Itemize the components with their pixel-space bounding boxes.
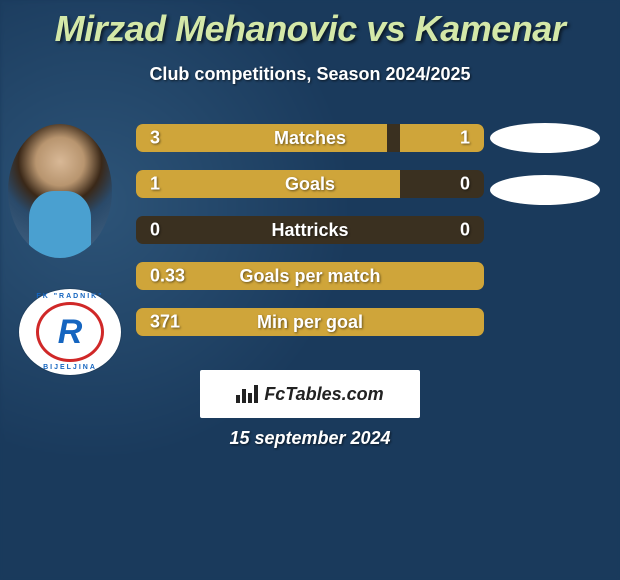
bar-chart-icon xyxy=(236,385,258,403)
footer-date: 15 september 2024 xyxy=(0,428,620,449)
stat-label: Min per goal xyxy=(136,312,484,333)
stat-row: 0Hattricks0 xyxy=(136,216,484,244)
player-right-silhouette xyxy=(490,175,600,205)
stat-row: 1Goals0 xyxy=(136,170,484,198)
page-subtitle: Club competitions, Season 2024/2025 xyxy=(0,64,620,85)
page-title: Mirzad Mehanovic vs Kamenar xyxy=(0,0,620,50)
stat-label: Goals xyxy=(136,174,484,195)
stat-value-right: 0 xyxy=(460,220,470,241)
content-root: Mirzad Mehanovic vs Kamenar Club competi… xyxy=(0,0,620,580)
stat-row: 371Min per goal xyxy=(136,308,484,336)
stat-row: 0.33Goals per match xyxy=(136,262,484,290)
branding-badge: FcTables.com xyxy=(200,370,420,418)
stat-row: 3Matches1 xyxy=(136,124,484,152)
stats-container: 3Matches11Goals00Hattricks00.33Goals per… xyxy=(136,124,484,354)
player-right-silhouette xyxy=(490,123,600,153)
stat-value-right: 0 xyxy=(460,174,470,195)
club-badge-left: FK "RADNIK" R BIJELJINA xyxy=(19,289,121,375)
player-left-photo xyxy=(8,124,112,258)
stat-label: Goals per match xyxy=(136,266,484,287)
stat-value-right: 1 xyxy=(460,128,470,149)
badge-ring-bottom: BIJELJINA xyxy=(43,364,97,371)
stat-label: Matches xyxy=(136,128,484,149)
branding-text: FcTables.com xyxy=(264,384,383,405)
badge-inner: R xyxy=(36,302,104,362)
badge-ring-top: FK "RADNIK" xyxy=(36,293,103,300)
badge-letter: R xyxy=(58,313,83,352)
stat-label: Hattricks xyxy=(136,220,484,241)
